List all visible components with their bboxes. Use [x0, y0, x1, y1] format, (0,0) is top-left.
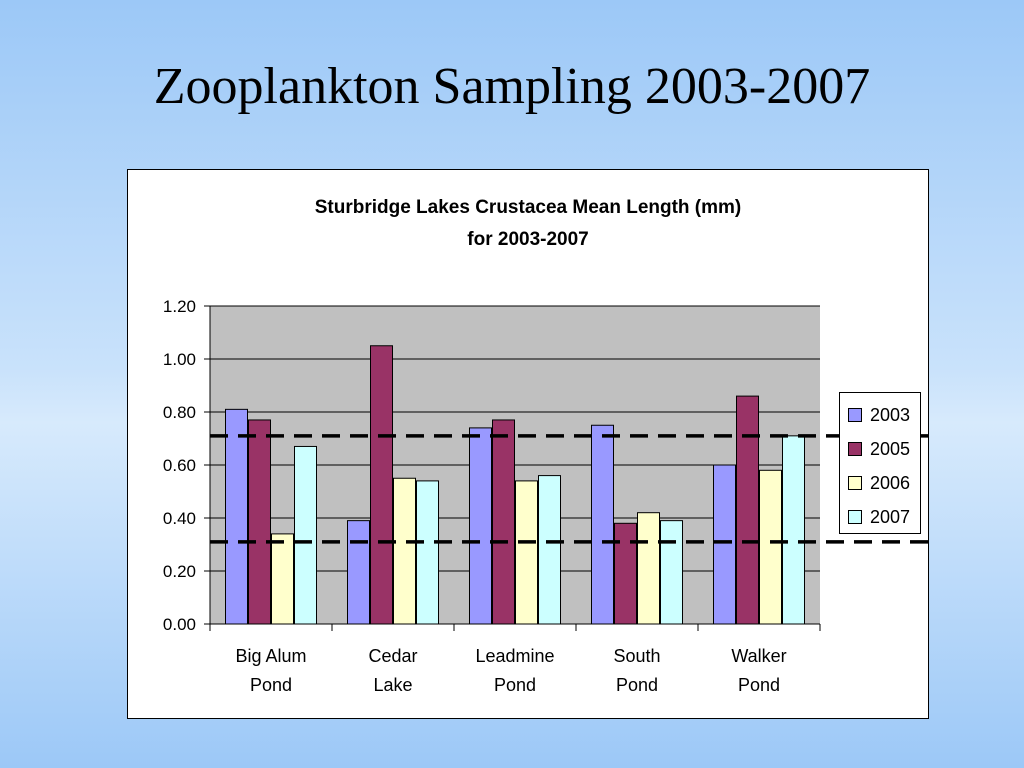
- bar-2007: [416, 480, 439, 625]
- chart-frame: Sturbridge Lakes Crustacea Mean Length (…: [127, 169, 929, 719]
- y-tick-label: 0.00: [163, 615, 196, 634]
- y-tick-label: 1.20: [163, 297, 196, 316]
- y-tick-label: 0.60: [163, 456, 196, 475]
- legend-swatch: [848, 510, 862, 524]
- x-category-label: Cedar Lake: [368, 646, 417, 695]
- bar-2007: [294, 445, 317, 625]
- x-category-label: Leadmine Pond: [475, 646, 554, 695]
- bar-2005: [736, 395, 759, 625]
- chart-title: Sturbridge Lakes Crustacea Mean Length (…: [128, 192, 928, 256]
- bar-2005: [614, 522, 637, 625]
- bar-chart: 0.00 0.20 0.40 0.60 0.80 1.00 1.20 Big Alum Pond…: [163, 297, 928, 695]
- bar-2003: [225, 408, 248, 625]
- x-category-label: Walker Pond: [731, 646, 786, 695]
- x-category-label: Big Alum Pond: [235, 646, 306, 695]
- legend-label: 2003: [870, 404, 911, 425]
- legend-swatch: [848, 442, 862, 456]
- legend-item: 2007: [840, 500, 920, 534]
- bar-2003: [713, 464, 736, 625]
- bar-2007: [538, 475, 561, 625]
- bar-2003: [469, 427, 492, 625]
- chart-title-line-2: for 2003-2007: [467, 229, 589, 250]
- bar-2006: [271, 533, 294, 625]
- bar-2006: [393, 477, 416, 625]
- bar-2005: [248, 419, 271, 625]
- bar-2007: [660, 520, 683, 625]
- chart-title-line-1: Sturbridge Lakes Crustacea Mean Length (…: [314, 197, 742, 218]
- bar-2003: [591, 424, 614, 625]
- slide-title: Zooplankton Sampling 2003-2007: [153, 58, 871, 115]
- legend-item: 2006: [840, 466, 920, 500]
- y-tick-label: 0.80: [163, 403, 196, 422]
- legend-label: 2005: [870, 438, 911, 459]
- bar-2005: [492, 419, 515, 625]
- y-tick-label: 0.40: [163, 509, 196, 528]
- legend-item: 2003: [840, 398, 920, 432]
- y-tick-label: 1.00: [163, 350, 196, 369]
- bar-2006: [637, 512, 660, 625]
- legend-label: 2006: [870, 472, 911, 493]
- bar-2005: [370, 345, 393, 625]
- bar-2003: [347, 520, 370, 625]
- legend-swatch: [848, 476, 862, 490]
- chart-legend: 2003 2005 2006 2007: [839, 392, 921, 534]
- legend-item: 2005: [840, 432, 920, 466]
- x-category-label: South Pond: [613, 646, 660, 695]
- y-tick-label: 0.20: [163, 562, 196, 581]
- bar-2007: [782, 435, 805, 625]
- legend-swatch: [848, 408, 862, 422]
- bar-2006: [515, 480, 538, 625]
- legend-label: 2007: [870, 506, 911, 527]
- bar-2006: [759, 469, 782, 625]
